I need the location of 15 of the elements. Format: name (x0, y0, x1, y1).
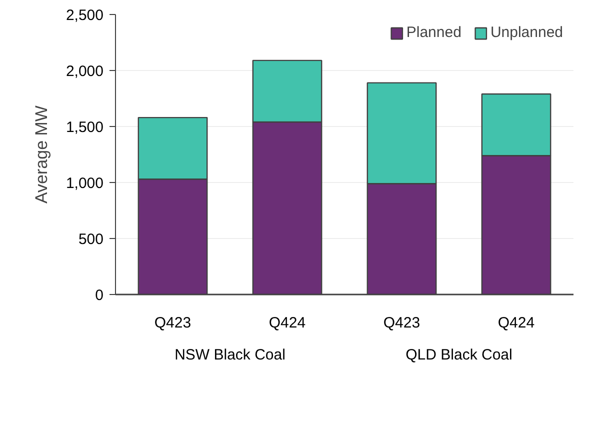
x-tick-label: Q423 (154, 314, 192, 332)
text: QLD Black Coal (406, 346, 512, 364)
text: NSW Black Coal (174, 346, 286, 364)
y-tick-label: 2,500 (66, 7, 104, 24)
y-tick-label: 500 (78, 231, 104, 248)
y-tick-label: 1,500 (66, 119, 104, 136)
legend-label: Unplanned (490, 24, 563, 41)
y-tick-label: 2,000 (66, 63, 104, 80)
legend-label: Planned (406, 24, 462, 41)
x-tick-label: Q424 (498, 314, 535, 332)
y-axis-title: Average MW (32, 106, 51, 204)
y-tick-label: 1,000 (66, 175, 104, 192)
x-tick-label: Q423 (383, 314, 420, 332)
y-tick-label: 0 (95, 287, 104, 304)
x-tick-label: Q424 (268, 314, 306, 332)
